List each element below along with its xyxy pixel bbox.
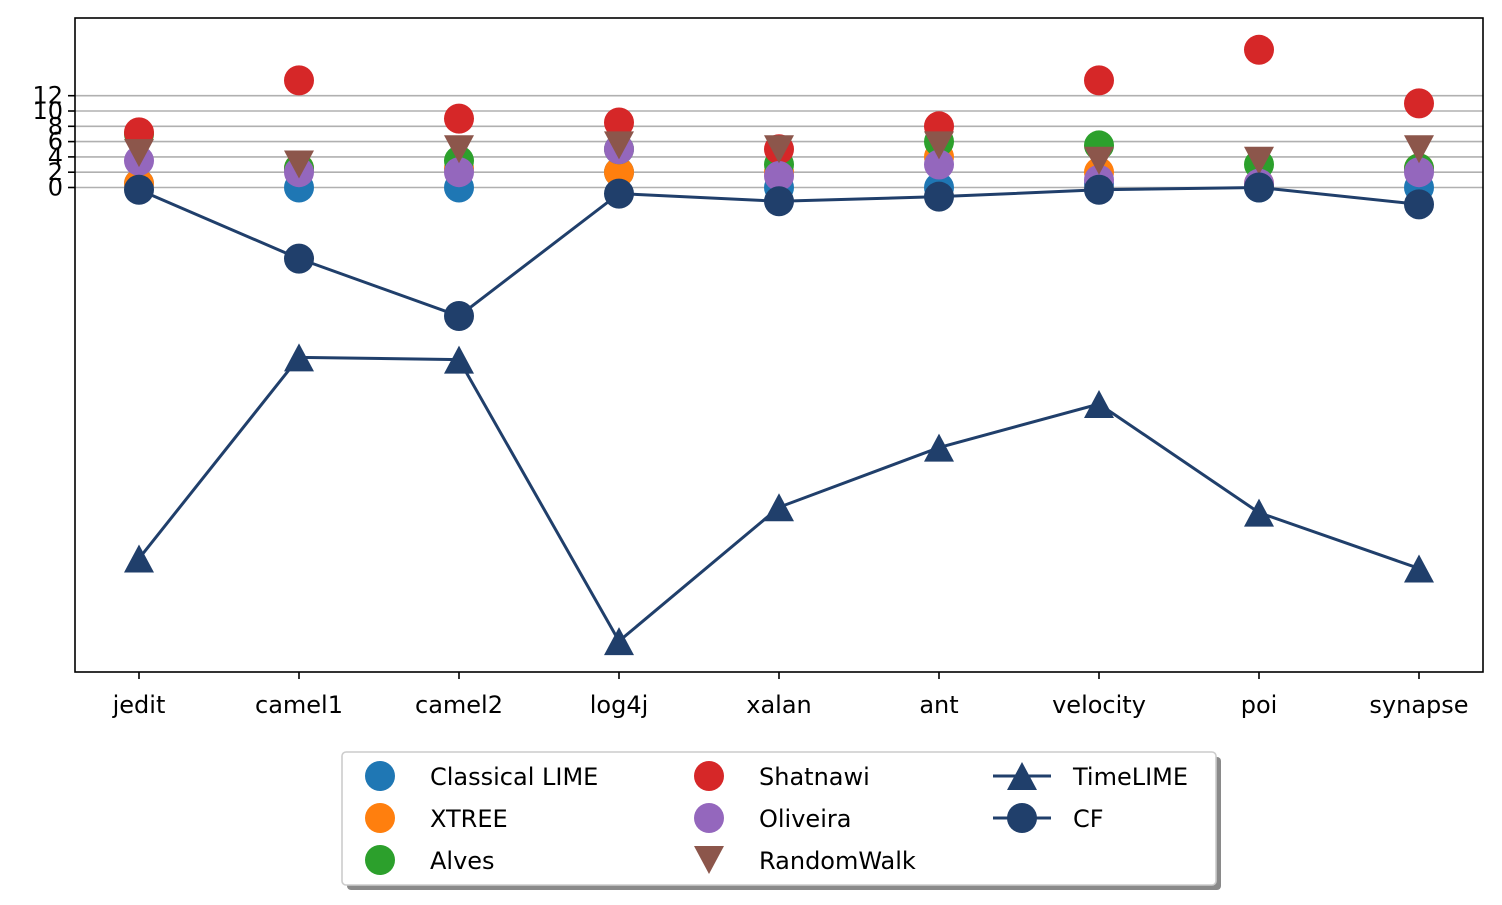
- legend-item-classical-lime: Classical LIME: [365, 761, 598, 791]
- data-point-cf-xalan: [764, 186, 794, 217]
- y-tick-label: 6: [48, 128, 63, 156]
- data-point-shatnawi-camel1: [284, 65, 314, 96]
- legend-box: [341, 751, 1217, 886]
- legend-marker: [694, 846, 724, 874]
- legend-item-cf: CF: [993, 803, 1104, 833]
- x-tick-label-jedit: jedit: [112, 691, 166, 719]
- data-point-timelime-velocity: [1084, 389, 1114, 418]
- legend: Classical LIME XTREE Alves Shatnawi Oliveira…: [341, 751, 1221, 890]
- x-axis-ticks: jedit camel1 camel2 log4j xalan ant velocity po…: [112, 672, 1469, 719]
- series-cf: [124, 172, 1434, 332]
- legend-label: CF: [1073, 805, 1104, 833]
- x-tick-label-log4j: log4j: [590, 691, 649, 719]
- legend-label: Oliveira: [759, 805, 851, 833]
- legend-label: Classical LIME: [430, 763, 598, 791]
- legend-marker: [365, 845, 395, 875]
- legend-item-timelime: TimeLIME: [993, 762, 1188, 791]
- legend-label: XTREE: [430, 805, 508, 833]
- data-point-timelime-camel1: [284, 343, 314, 372]
- y-tick-label: 10: [32, 97, 63, 125]
- y-tick-label: 8: [48, 112, 63, 140]
- data-point-xtree-log4j: [604, 157, 634, 188]
- x-tick-label-velocity: velocity: [1052, 691, 1146, 719]
- data-point-cf-camel1: [284, 243, 314, 274]
- data-point-randomwalk-log4j: [604, 131, 634, 160]
- series-randomwalk: [124, 131, 1434, 179]
- legend-marker: [365, 761, 395, 791]
- legend-marker: [694, 761, 724, 791]
- data-point-shatnawi-synapse: [1404, 88, 1434, 119]
- y-tick-label: 12: [32, 82, 63, 110]
- data-point-shatnawi-velocity: [1084, 65, 1114, 96]
- data-point-randomwalk-camel2: [444, 135, 474, 164]
- data-point-shatnawi-poi: [1244, 34, 1274, 65]
- data-point-shatnawi-camel2: [444, 103, 474, 134]
- y-tick-label: 0: [48, 174, 63, 202]
- legend-item-alves: Alves: [365, 845, 495, 875]
- data-point-cf-ant: [924, 181, 954, 212]
- data-point-randomwalk-synapse: [1404, 135, 1434, 164]
- x-tick-label-camel2: camel2: [415, 691, 503, 719]
- y-tick-label: 4: [48, 143, 63, 171]
- data-point-timelime-synapse: [1404, 554, 1434, 583]
- series-timelime: [124, 343, 1434, 656]
- data-point-oliveira-camel2: [444, 157, 474, 188]
- legend-label: TimeLIME: [1072, 763, 1188, 791]
- legend-label: Alves: [430, 847, 495, 875]
- data-point-timelime-camel2: [444, 345, 474, 374]
- x-tick-label-xalan: xalan: [746, 691, 812, 719]
- data-point-shatnawi-log4j: [604, 107, 634, 138]
- legend-marker: [365, 803, 395, 833]
- data-point-oliveira-xalan: [764, 161, 794, 192]
- data-point-timelime-xalan: [764, 493, 794, 522]
- data-point-cf-velocity: [1084, 174, 1114, 205]
- data-point-timelime-poi: [1244, 498, 1274, 527]
- data-point-randomwalk-camel1: [284, 150, 314, 179]
- legend-label: Shatnawi: [759, 763, 870, 791]
- data-point-randomwalk-velocity: [1084, 146, 1114, 175]
- plot-frame: [74, 17, 1484, 673]
- data-point-oliveira-ant: [924, 149, 954, 180]
- legend-item-oliveira: Oliveira: [694, 803, 851, 833]
- data-layer: [124, 34, 1434, 656]
- y-tick-label: 2: [48, 158, 63, 186]
- data-point-cf-poi: [1244, 172, 1274, 203]
- data-point-randomwalk-poi: [1244, 146, 1274, 175]
- data-point-randomwalk-jedit: [124, 139, 154, 168]
- data-point-cf-jedit: [124, 174, 154, 205]
- data-point-timelime-ant: [924, 433, 954, 462]
- data-point-randomwalk-xalan: [764, 135, 794, 164]
- x-tick-label-camel1: camel1: [255, 691, 343, 719]
- data-point-oliveira-synapse: [1404, 157, 1434, 188]
- data-point-cf-log4j: [604, 178, 634, 209]
- legend-marker: [694, 803, 724, 833]
- x-tick-label-synapse: synapse: [1369, 691, 1468, 719]
- legend-marker: [1007, 803, 1037, 833]
- legend-label: RandomWalk: [759, 847, 916, 875]
- data-point-timelime-log4j: [604, 627, 634, 656]
- x-tick-label-ant: ant: [919, 691, 958, 719]
- data-point-cf-camel2: [444, 301, 474, 332]
- data-point-timelime-jedit: [124, 544, 154, 573]
- x-tick-label-poi: poi: [1241, 691, 1278, 719]
- data-point-cf-synapse: [1404, 189, 1434, 220]
- data-point-randomwalk-ant: [924, 131, 954, 160]
- legend-item-randomwalk: RandomWalk: [694, 846, 916, 875]
- legend-item-shatnawi: Shatnawi: [694, 761, 870, 791]
- legend-marker: [1007, 762, 1037, 790]
- legend-item-xtree: XTREE: [365, 803, 508, 833]
